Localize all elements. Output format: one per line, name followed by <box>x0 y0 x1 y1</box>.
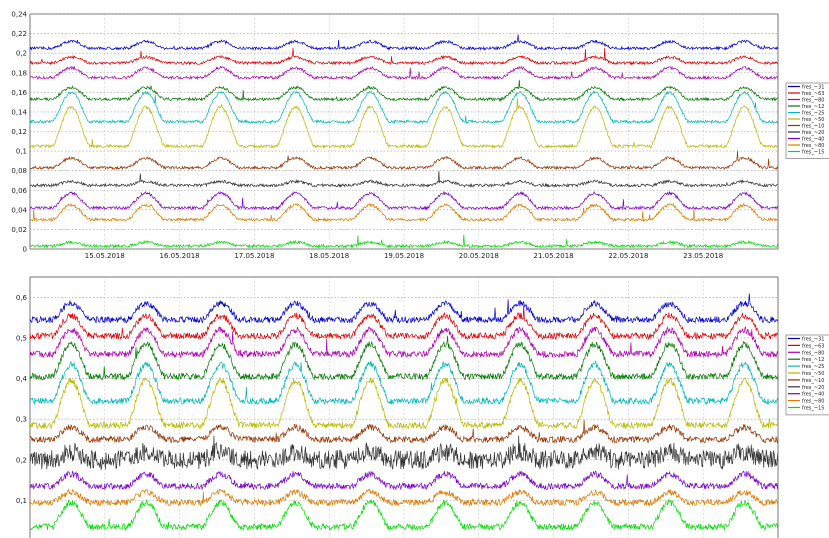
series-line <box>30 34 778 51</box>
legend-box <box>785 82 829 159</box>
x-tick-label: 23.05.2018 <box>683 252 723 260</box>
series-line <box>30 97 778 149</box>
series-line <box>30 470 778 491</box>
legend: fres_~31fres_~63fres_~80fres_~12fres_~25… <box>785 334 829 416</box>
series-line <box>30 498 778 532</box>
x-tick-label: 21.05.2018 <box>534 252 574 260</box>
x-tick-label: 18.05.2018 <box>309 252 349 260</box>
legend-entry: fres_~15 <box>802 406 824 412</box>
bottom-chart: 00,10,20,30,40,50,615.05.201816.05.20181… <box>16 276 829 538</box>
x-tick-label: 20.05.2018 <box>459 252 499 260</box>
legend-entry: fres_~50 <box>802 117 824 123</box>
series-line <box>30 190 778 211</box>
y-tick-label: 0,5 <box>16 334 27 342</box>
legend-entry: fres_~40 <box>802 137 824 143</box>
y-tick-label: 0,14 <box>11 108 27 116</box>
series-line <box>30 335 778 381</box>
legend-entry: fres_~10 <box>802 124 824 130</box>
legend-entry: fres_~12 <box>802 104 824 110</box>
y-tick-label: 0,02 <box>11 226 27 234</box>
legend-box <box>785 334 829 416</box>
series-line <box>30 435 778 471</box>
y-tick-label: 0,24 <box>11 11 27 19</box>
series-line <box>30 488 778 507</box>
x-tick-label: 16.05.2018 <box>160 252 200 260</box>
y-tick-label: 0,06 <box>11 187 27 195</box>
legend-entry: fres_~63 <box>802 91 824 97</box>
legend-entry: fres_~80 <box>802 399 824 405</box>
legend-entry: fres_~15 <box>802 150 824 156</box>
legend-entry: fres_~80 <box>802 143 824 149</box>
y-tick-label: 0,1 <box>16 497 27 505</box>
legend-entry: fres_~20 <box>802 385 824 391</box>
legend-entry: fres_~80 <box>802 350 824 356</box>
y-tick-label: 0,1 <box>16 148 27 156</box>
legend-entry: fres_~25 <box>802 364 824 370</box>
y-tick-label: 0,2 <box>16 50 27 58</box>
legend-entry: fres_~12 <box>802 357 824 363</box>
legend-entry: fres_~80 <box>802 98 824 104</box>
y-tick-label: 0 <box>23 246 27 254</box>
x-tick-label: 22.05.2018 <box>608 252 648 260</box>
x-tick-label: 15.05.2018 <box>85 252 125 260</box>
legend-entry: fres_~10 <box>802 378 824 384</box>
y-tick-label: 0,2 <box>16 456 27 464</box>
legend-entry: fres_~20 <box>802 130 824 136</box>
series-line <box>30 65 778 81</box>
x-tick-label: 17.05.2018 <box>234 252 274 260</box>
top-chart: 0 0,02 0,04 0,06 0,08 0,1 0,12 0,14 0,16 0,18 0,2 0… <box>11 11 829 260</box>
series-line <box>30 304 778 341</box>
legend-entry: fres_~63 <box>802 343 824 349</box>
x-tick-label: 19.05.2018 <box>384 252 424 260</box>
y-tick-label: 0,4 <box>16 375 28 383</box>
y-tick-label: 0,04 <box>11 206 27 214</box>
series-line <box>30 47 778 66</box>
legend-entry: fres_~31 <box>802 85 824 91</box>
y-tick-label: 0,3 <box>16 416 27 424</box>
y-tick-label: 0,6 <box>16 294 28 302</box>
series-line <box>30 419 778 444</box>
y-tick-label: 0,12 <box>11 128 27 136</box>
series-line <box>30 79 778 102</box>
series-line <box>30 293 778 324</box>
legend-entry: fres_~25 <box>802 111 824 117</box>
series-line <box>30 234 778 249</box>
y-tick-label: 0,08 <box>11 167 27 175</box>
legend-entry: fres_~50 <box>802 371 824 377</box>
legend: fres_~31fres_~63fres_~80fres_~12fres_~25… <box>785 82 829 159</box>
series-line <box>30 377 778 430</box>
legend-entry: fres_~31 <box>802 337 824 343</box>
series-line <box>30 326 778 359</box>
series-line <box>30 90 778 125</box>
series-line <box>30 202 778 223</box>
series-line <box>30 150 778 171</box>
y-tick-label: 0,18 <box>11 69 27 77</box>
series-line <box>30 170 778 189</box>
y-tick-label: 0,16 <box>11 89 27 97</box>
legend-entry: fres_~40 <box>802 392 824 398</box>
y-tick-label: 0,22 <box>11 30 27 38</box>
series-line <box>30 360 778 406</box>
